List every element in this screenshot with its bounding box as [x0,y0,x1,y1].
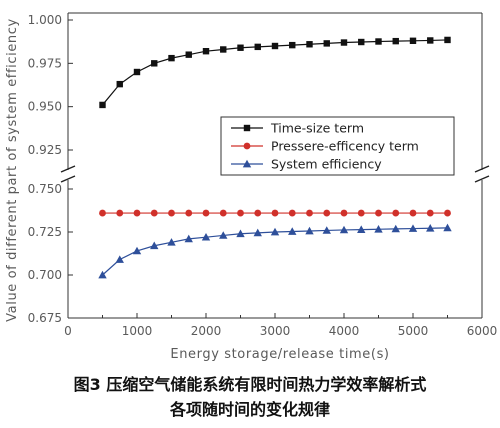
data-point-triangle [150,241,159,250]
x-tick-label: 5000 [398,324,429,338]
legend-label: System efficiency [271,157,382,172]
legend: Time-size term Pressere-efficency term Sys… [220,116,455,176]
data-point-circle [116,209,124,217]
data-point-circle [392,209,400,217]
x-tick-label: 0 [64,324,72,338]
x-tick-label: 1000 [122,324,153,338]
data-point-square [427,37,434,44]
legend-marker-circle [243,142,251,150]
axis-break-mark [474,175,490,183]
data-point-circle [150,209,158,217]
y-tick-label: 0.675 [28,311,62,325]
figure-caption-line1: 图3 压缩空气储能系统有限时间热力学效率解析式 [73,375,427,394]
data-point-square [375,38,382,45]
data-point-square [444,36,451,44]
data-point-triangle [339,225,349,234]
data-point-triangle [357,225,366,233]
axis-break-mark [60,165,76,173]
data-point-triangle [167,238,176,246]
data-point-square [151,60,158,67]
x-tick-label: 4000 [329,324,360,338]
data-point-triangle [322,226,331,234]
x-tick-label: 3000 [260,324,291,338]
data-point-circle [99,209,106,217]
data-point-square [99,101,106,109]
legend-marker-triangle [242,159,252,168]
data-point-triangle [305,226,314,235]
axis-ticks: 0 1000 2000 3000 4000 5000 6000 0.925 0.950 0.975… [28,13,498,338]
data-point-square [168,54,175,62]
data-point-square [271,42,279,50]
data-point-circle [168,209,175,217]
data-point-circle [202,209,210,217]
data-point-triangle [115,255,124,263]
series-line-square [102,39,448,106]
data-point-square [358,38,365,46]
data-point-square [323,40,330,47]
y-tick-label: 0.950 [28,100,62,114]
data-point-circle [288,209,296,217]
legend-label: Pressere-efficency term [271,139,419,154]
y-tick-label: 0.975 [28,56,62,70]
data-point-circle [444,209,451,217]
data-point-triangle [219,231,228,239]
axis-break-mark [474,165,490,173]
data-point-triangle [443,223,452,232]
figure-caption-line2: 各项随时间的变化规律 [169,400,330,419]
data-point-triangle [426,224,435,232]
data-point-circle [271,209,279,217]
chart: 0 1000 2000 3000 4000 5000 6000 0.925 0.950 0.975… [5,12,498,362]
data-point-circle [219,209,227,217]
data-point-circle [254,209,262,217]
data-point-triangle [288,227,297,235]
legend-label: Time-size term [270,121,364,136]
y-tick-label: 0.700 [28,268,62,282]
data-point-square [237,44,244,51]
x-tick-label: 6000 [467,324,498,338]
data-point-square [116,80,123,88]
data-point-circle [340,209,348,217]
data-point-triangle [236,229,245,238]
data-point-triangle [391,224,400,233]
data-point-square [202,48,210,55]
data-point-circle [185,209,193,217]
data-point-square [254,43,261,51]
data-point-square [392,37,399,45]
x-axis-title: Energy storage/release time(s) [170,347,389,362]
data-point-triangle [184,234,193,243]
data-point-square [409,37,417,44]
legend-marker-square [243,124,251,132]
data-point-triangle [408,224,418,232]
data-point-triangle [253,228,262,237]
series-layer [98,36,452,279]
data-point-circle [306,209,313,217]
data-point-square [133,68,141,76]
data-point-triangle [132,246,142,255]
data-point-triangle [374,225,383,233]
data-point-square [306,41,313,48]
x-tick-label: 2000 [191,324,222,338]
data-point-square [340,39,348,46]
data-point-circle [237,209,244,217]
data-point-triangle [270,227,280,236]
data-point-circle [323,209,331,217]
data-point-triangle [201,232,211,241]
axis-break-mark [60,175,76,183]
data-point-circle [375,209,382,217]
data-point-triangle [98,270,107,279]
data-point-square [185,51,192,58]
data-point-circle [426,209,434,217]
data-point-circle [409,209,417,217]
y-tick-label: 0.925 [28,143,62,157]
data-point-circle [357,209,365,217]
y-tick-label: 1.000 [28,13,62,27]
data-point-square [289,41,296,49]
y-axis-title: Value of different part of system effici… [5,18,20,322]
data-point-square [220,46,227,53]
y-tick-label: 0.750 [28,182,62,196]
y-tick-label: 0.725 [28,225,62,239]
data-point-circle [133,209,141,217]
